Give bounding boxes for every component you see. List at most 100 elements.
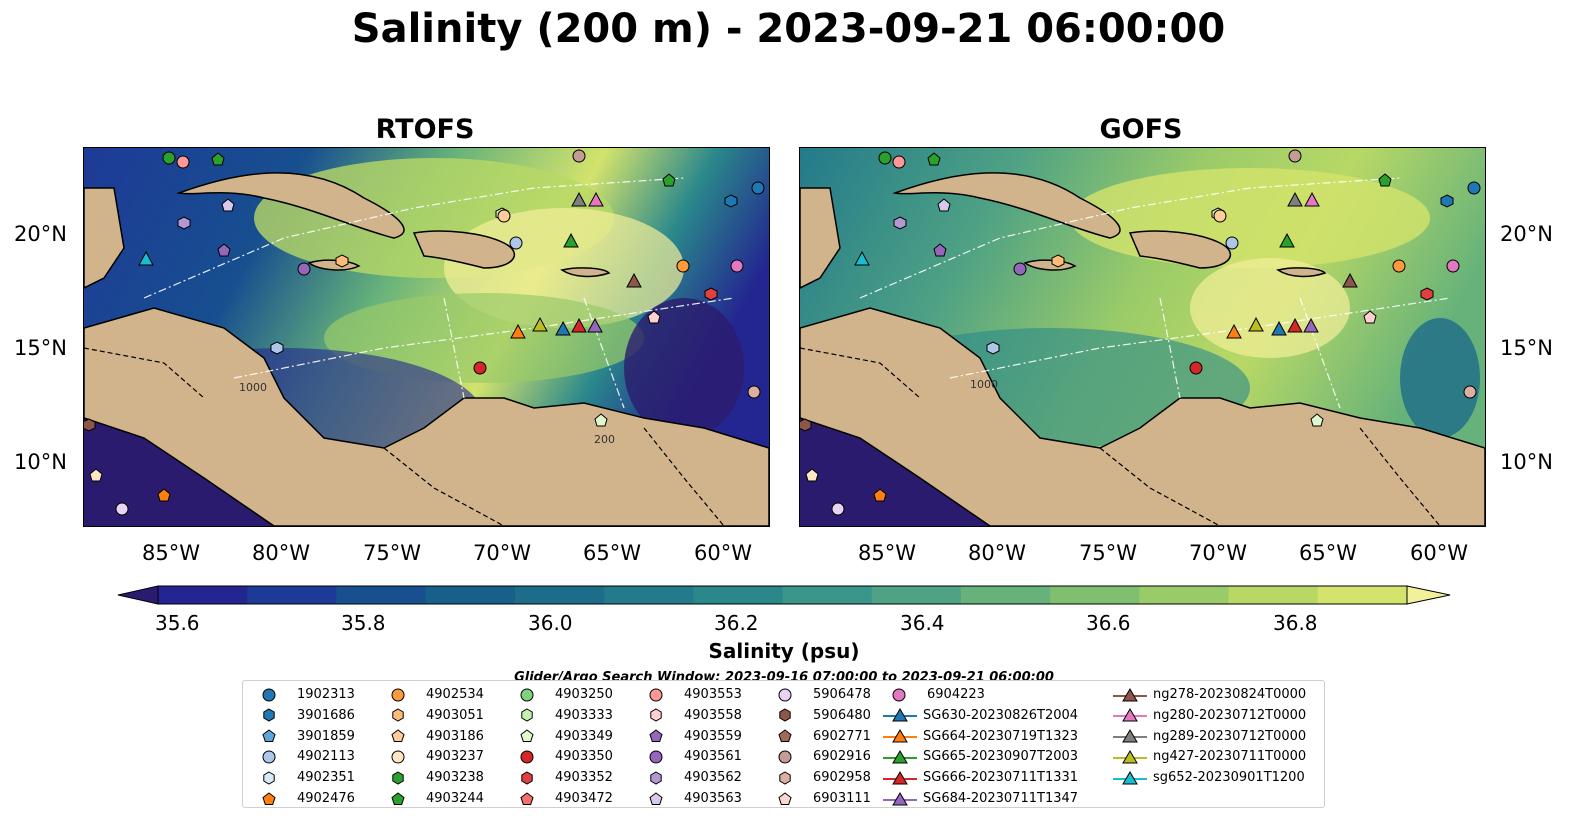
lon-tick-left: 60°W (694, 541, 752, 565)
legend-marker-icon (1113, 770, 1147, 785)
lon-tick-right: 60°W (1410, 541, 1468, 565)
legend-item: 4903250 (511, 684, 613, 705)
legend-item: 4903352 (511, 767, 613, 788)
legend-item: SG666-20230711T1331 (883, 767, 1078, 788)
legend-label: 4903051 (426, 707, 484, 723)
legend-marker-icon (778, 791, 792, 805)
legend-marker-icon (778, 688, 792, 701)
legend-item: ng289-20230712T0000 (1113, 726, 1306, 747)
colorbar-tick: 36.2 (714, 611, 759, 635)
legend-item: 4903350 (511, 746, 613, 767)
map-gofs-graphic: 1000 (800, 148, 1485, 526)
figure-title: Salinity (200 m) - 2023-09-21 06:00:00 (351, 6, 1226, 52)
colorbar (117, 585, 1451, 605)
legend-marker-icon (779, 771, 791, 785)
legend-marker-icon (883, 791, 917, 805)
legend-label: 4903350 (555, 749, 613, 765)
legend-item: 4903238 (382, 767, 484, 788)
colorbar-tick: 35.6 (155, 611, 200, 635)
legend-item: 4903553 (640, 684, 742, 705)
panel-title-rtofs: RTOFS (375, 114, 475, 145)
colorbar-bin (514, 586, 605, 604)
legend-marker-icon (883, 749, 917, 764)
legend-item: 4903333 (511, 705, 613, 726)
legend-marker-icon (650, 708, 662, 722)
legend-label: 4903563 (684, 791, 742, 806)
legend-label: 6902916 (813, 749, 871, 765)
legend-item: SG684-20230711T1347 (883, 788, 1078, 809)
legend-item: SG630-20230826T2004 (883, 705, 1078, 726)
legend-label: 3901686 (297, 707, 355, 723)
legend-marker-icon (520, 750, 534, 764)
legend-item: 4903558 (640, 705, 742, 726)
legend-marker-icon (1113, 729, 1147, 743)
legend-marker-icon (649, 750, 663, 764)
legend-item: 6902771 (769, 726, 871, 747)
legend-item: 3901686 (253, 705, 355, 726)
legend-item: 4903349 (511, 726, 613, 747)
legend-label: 6902958 (813, 770, 871, 786)
legend-item: 4902534 (382, 684, 484, 705)
legend-marker-icon (1113, 749, 1147, 764)
legend-label: SG664-20230719T1323 (923, 728, 1079, 744)
legend-marker-icon (649, 688, 663, 701)
contour-label: 1000 (239, 381, 267, 394)
legend-item: ng427-20230711T0000 (1113, 746, 1306, 767)
legend-marker-icon (521, 771, 533, 785)
legend-marker-icon (650, 771, 662, 785)
lon-tick-right: 70°W (1189, 541, 1247, 565)
legend-label: SG666-20230711T1331 (923, 770, 1079, 786)
legend-item: 4903237 (382, 746, 484, 767)
map-rtofs-graphic: 1000 200 (84, 148, 769, 526)
legend-label: 5906478 (813, 687, 871, 702)
legend-item: 4903472 (511, 788, 613, 809)
legend-marker-icon (391, 729, 405, 743)
lat-tick-right-10: 10°N (1500, 450, 1553, 474)
colorbar-bin (1317, 586, 1408, 604)
legend-marker-icon (883, 708, 917, 722)
legend-item: SG665-20230907T2003 (883, 746, 1078, 767)
legend-label: 6903111 (813, 791, 871, 806)
lon-tick-left: 85°W (142, 541, 200, 565)
legend-label: 4903237 (426, 749, 484, 765)
legend-label: 4903333 (555, 707, 613, 723)
legend-item: 4903563 (640, 788, 742, 809)
lon-tick-right: 75°W (1079, 541, 1137, 565)
legend-item: 1902313 (253, 684, 355, 705)
legend-item: 3901859 (253, 726, 355, 747)
legend-marker-icon (262, 688, 276, 701)
legend-marker-icon (391, 791, 405, 805)
map-panel-rtofs: 1000 200 (83, 147, 770, 527)
legend-item: 4903559 (640, 726, 742, 747)
colorbar-tick: 36.8 (1273, 611, 1318, 635)
legend-marker-icon (520, 688, 534, 701)
colorbar-bin (247, 586, 337, 604)
legend-label: 4903352 (555, 770, 613, 786)
colorbar-bin (604, 586, 694, 604)
legend-marker-icon (520, 791, 534, 805)
observation-markers-gofs (800, 149, 1481, 516)
legend-label: 4902113 (297, 749, 355, 765)
colorbar-label: Salinity (psu) (708, 639, 860, 663)
legend-label: SG630-20230826T2004 (923, 707, 1079, 723)
legend-item: 5906480 (769, 705, 871, 726)
lat-tick-left-15: 15°N (14, 336, 67, 360)
legend-item: ng278-20230824T0000 (1113, 684, 1306, 705)
legend-item: 4903244 (382, 788, 484, 809)
legend-marker-icon (263, 708, 275, 722)
legend-marker-icon (263, 771, 275, 785)
legend-item: ng280-20230712T0000 (1113, 705, 1306, 726)
legend-label: ng280-20230712T0000 (1153, 707, 1307, 723)
legend-item: 4902351 (253, 767, 355, 788)
legend-label: 3901859 (297, 728, 355, 744)
legend-marker-icon (521, 708, 533, 722)
lat-tick-right-15: 15°N (1500, 336, 1553, 360)
legend-item: 6902916 (769, 746, 871, 767)
colorbar-frame (157, 585, 1408, 605)
legend-label: 4903558 (684, 707, 742, 723)
legend-marker-icon (262, 729, 276, 743)
legend-label: 4902534 (426, 687, 484, 702)
lat-tick-left-10: 10°N (14, 450, 67, 474)
legend-label: 4903349 (555, 728, 613, 744)
lat-tick-right-20: 20°N (1500, 222, 1553, 246)
